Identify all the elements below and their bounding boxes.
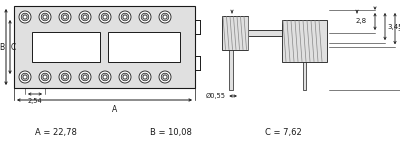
Circle shape xyxy=(141,73,149,81)
Circle shape xyxy=(63,75,67,79)
Circle shape xyxy=(23,75,27,79)
Circle shape xyxy=(143,15,147,19)
Circle shape xyxy=(39,71,51,83)
Text: 2,54: 2,54 xyxy=(28,98,42,104)
Text: 3,9: 3,9 xyxy=(397,26,400,32)
Circle shape xyxy=(83,75,87,79)
Bar xyxy=(14,6,195,88)
Circle shape xyxy=(163,75,167,79)
Circle shape xyxy=(163,15,167,19)
Circle shape xyxy=(19,71,31,83)
Circle shape xyxy=(61,13,69,21)
Circle shape xyxy=(101,73,109,81)
Text: 2,8: 2,8 xyxy=(356,18,367,25)
Circle shape xyxy=(81,13,89,21)
Bar xyxy=(108,32,180,62)
Circle shape xyxy=(123,75,127,79)
Circle shape xyxy=(21,13,29,21)
Circle shape xyxy=(43,15,47,19)
Text: 3,45: 3,45 xyxy=(387,24,400,30)
Text: C = 7,62: C = 7,62 xyxy=(265,128,302,136)
Circle shape xyxy=(121,73,129,81)
Circle shape xyxy=(159,71,171,83)
Text: A: A xyxy=(112,105,117,114)
Circle shape xyxy=(121,13,129,21)
Circle shape xyxy=(101,13,109,21)
Circle shape xyxy=(141,13,149,21)
Bar xyxy=(229,50,233,90)
Circle shape xyxy=(21,73,29,81)
Circle shape xyxy=(159,11,171,23)
Circle shape xyxy=(41,73,49,81)
Circle shape xyxy=(99,11,111,23)
Bar xyxy=(222,16,248,50)
Bar xyxy=(303,62,306,90)
Circle shape xyxy=(43,75,47,79)
Circle shape xyxy=(119,71,131,83)
Circle shape xyxy=(59,11,71,23)
Circle shape xyxy=(79,11,91,23)
Text: B = 10,08: B = 10,08 xyxy=(150,128,192,136)
Circle shape xyxy=(63,15,67,19)
Text: Ø0,55: Ø0,55 xyxy=(205,93,225,99)
Text: B: B xyxy=(0,42,4,52)
Text: C: C xyxy=(11,42,16,52)
Circle shape xyxy=(39,11,51,23)
Text: A = 22,78: A = 22,78 xyxy=(35,128,77,136)
Bar xyxy=(282,20,327,62)
Circle shape xyxy=(23,15,27,19)
Circle shape xyxy=(99,71,111,83)
Circle shape xyxy=(41,13,49,21)
Circle shape xyxy=(139,11,151,23)
Circle shape xyxy=(143,75,147,79)
Circle shape xyxy=(123,15,127,19)
Bar xyxy=(32,32,100,62)
Circle shape xyxy=(119,11,131,23)
Circle shape xyxy=(103,75,107,79)
Circle shape xyxy=(59,71,71,83)
Circle shape xyxy=(83,15,87,19)
Circle shape xyxy=(103,15,107,19)
Circle shape xyxy=(139,71,151,83)
Circle shape xyxy=(19,11,31,23)
Bar xyxy=(248,30,284,36)
Circle shape xyxy=(79,71,91,83)
Circle shape xyxy=(81,73,89,81)
Circle shape xyxy=(61,73,69,81)
Circle shape xyxy=(161,73,169,81)
Circle shape xyxy=(161,13,169,21)
